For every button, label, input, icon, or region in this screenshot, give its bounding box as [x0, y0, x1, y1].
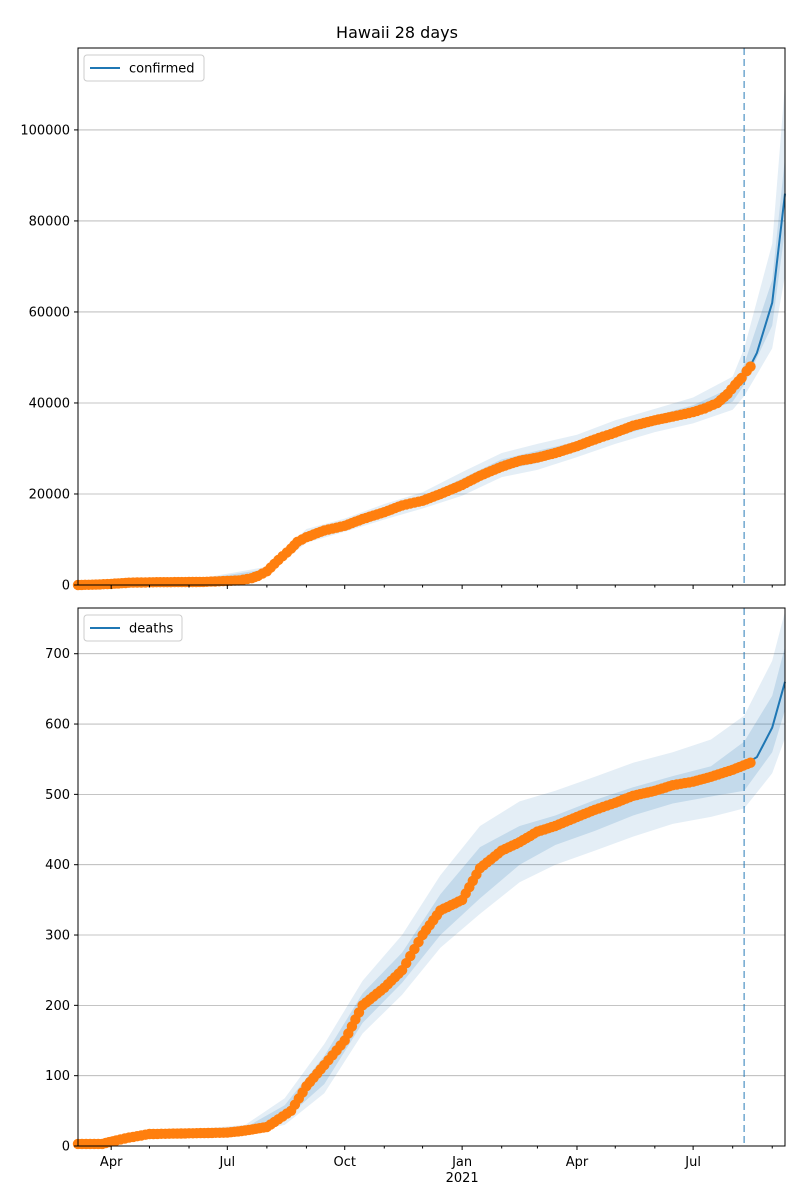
legend: confirmed	[83, 54, 205, 82]
y-tick-label: 600	[45, 718, 70, 733]
y-tick-label: 200	[45, 999, 70, 1014]
y-tick-label: 500	[45, 788, 70, 803]
x-tick-label: Jan	[451, 1155, 472, 1170]
y-tick-label: 100000	[20, 123, 70, 138]
y-tick-label: 100	[45, 1069, 70, 1084]
y-tick-label: 60000	[29, 305, 70, 320]
plot-frame	[77, 607, 786, 1147]
x-tick-label: Apr	[566, 1155, 589, 1170]
confirmed-panel: 0 20000 40000 60000 80000 100000 confirmed	[20, 47, 786, 594]
legend-label: deaths	[129, 622, 174, 637]
y-tick-label: 80000	[29, 214, 70, 229]
legend: deaths	[83, 614, 183, 642]
x-tick-label: Jul	[218, 1155, 235, 1170]
x-tick-label: Apr	[100, 1155, 123, 1170]
plot-frame	[77, 47, 786, 586]
x-tick-sublabel: 2021	[446, 1171, 479, 1186]
outer-uncertainty-band	[189, 84, 785, 583]
y-tick-label: 700	[45, 647, 70, 662]
legend-box	[83, 614, 183, 642]
y-tick-label: 20000	[29, 487, 70, 502]
outer-uncertainty-band	[189, 611, 785, 1136]
chart-title: Hawaii 28 days	[336, 23, 458, 42]
observed-point	[745, 757, 756, 768]
legend-box	[83, 54, 205, 82]
x-tick-label: Oct	[333, 1155, 355, 1170]
y-tick-label: 0	[62, 1140, 70, 1155]
x-tick-label: Jul	[684, 1155, 701, 1170]
observed-point	[745, 361, 756, 372]
legend-label: confirmed	[129, 62, 195, 77]
y-tick-label: 400	[45, 858, 70, 873]
y-tick-label: 40000	[29, 396, 70, 411]
y-tick-label: 0	[62, 579, 70, 594]
inner-uncertainty-band	[189, 646, 785, 1134]
y-tick-label: 300	[45, 929, 70, 944]
